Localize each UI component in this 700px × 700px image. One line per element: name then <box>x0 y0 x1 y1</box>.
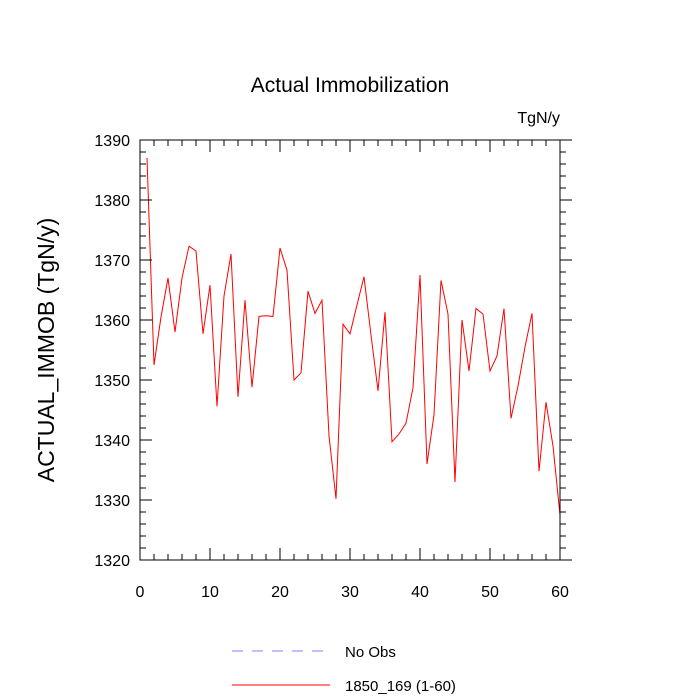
y-tick-label: 1320 <box>94 553 130 570</box>
legend: No Obs 1850_169 (1-60) <box>232 644 456 695</box>
x-tick-label: 10 <box>201 584 219 601</box>
y-axis-label: ACTUAL_IMMOB (TgN/y) <box>33 218 59 483</box>
x-tick-label: 50 <box>481 584 499 601</box>
series-line <box>146 157 560 516</box>
x-tick-label: 60 <box>551 584 569 601</box>
axis-ticks <box>139 139 572 561</box>
y-tick-label: 1330 <box>94 493 130 510</box>
units-label: TgN/y <box>517 110 560 127</box>
y-tick-label: 1350 <box>94 373 130 390</box>
y-tick-label: 1380 <box>94 193 130 210</box>
chart-title: Actual Immobilization <box>251 74 449 97</box>
x-tick-label: 0 <box>136 584 145 601</box>
legend-label-1850-169: 1850_169 (1-60) <box>345 678 456 695</box>
x-tick-label: 20 <box>271 584 289 601</box>
axis-tick-labels: 0 10 20 30 40 50 60 1320 1330 1340 1350 1360 1370 138… <box>94 133 569 601</box>
plot-frame <box>139 139 561 561</box>
y-tick-label: 1390 <box>94 133 130 150</box>
y-tick-label: 1360 <box>94 313 130 330</box>
x-tick-label: 40 <box>411 584 429 601</box>
y-tick-label: 1370 <box>94 253 130 270</box>
y-tick-label: 1340 <box>94 433 130 450</box>
legend-label-no-obs: No Obs <box>345 644 396 661</box>
x-tick-label: 30 <box>341 584 359 601</box>
